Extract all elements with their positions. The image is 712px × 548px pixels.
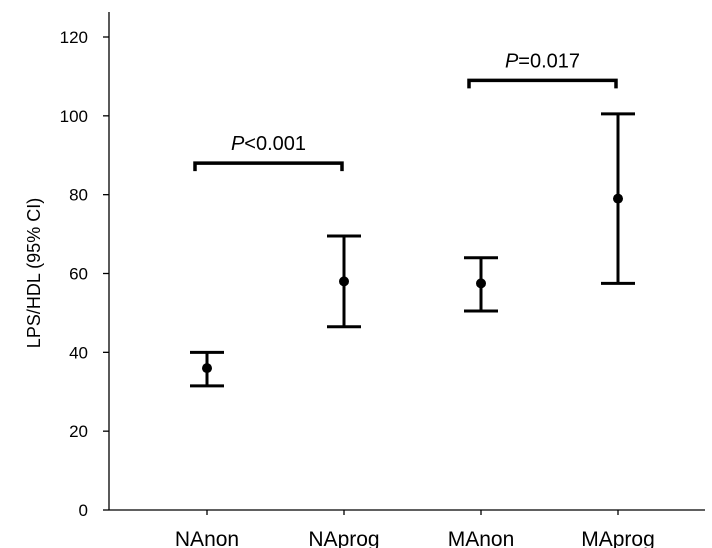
y-tick-label: 80 xyxy=(69,186,88,205)
error-bar-maprog xyxy=(601,112,635,285)
error-bar-naprog xyxy=(327,234,361,329)
y-tick-label: 0 xyxy=(79,501,88,520)
y-tick-label: 40 xyxy=(69,343,88,362)
bracket xyxy=(467,78,618,89)
x-tick-label: NAnon xyxy=(175,528,239,548)
y-tick-label: 100 xyxy=(60,107,88,126)
y-tick-label: 20 xyxy=(69,422,88,441)
error-bars xyxy=(190,112,635,388)
p-value-symbol: P xyxy=(231,133,245,155)
mean-point xyxy=(476,278,486,289)
p-value-label: P<0.001 xyxy=(231,133,306,155)
p-value-text: <0.001 xyxy=(244,133,306,155)
p-value-symbol: P xyxy=(505,50,519,72)
comparison-manon-maprog: P=0.017 xyxy=(467,50,618,89)
mean-point xyxy=(339,276,349,287)
x-tick-label: MAnon xyxy=(448,528,515,548)
y-axis-title: LPS/HDL (95% CI) xyxy=(24,198,44,348)
bracket xyxy=(193,161,344,172)
y-tick-label: 60 xyxy=(69,265,88,284)
x-tick-label: NAprog xyxy=(308,528,379,548)
x-axis: NAnon NAprog MAnon MAprog xyxy=(109,509,705,548)
p-value-text: =0.017 xyxy=(518,50,580,72)
p-value-label: P=0.017 xyxy=(505,50,580,72)
mean-point xyxy=(613,193,623,204)
mean-point xyxy=(202,363,212,374)
comparison-nanon-naprog: P<0.001 xyxy=(193,133,344,172)
x-tick-label: MAprog xyxy=(581,528,655,548)
error-bar-nanon xyxy=(190,350,224,388)
y-axis: 0 20 40 60 80 100 120 xyxy=(60,12,110,520)
y-tick-label: 120 xyxy=(60,28,88,47)
error-bar-manon xyxy=(464,256,498,313)
